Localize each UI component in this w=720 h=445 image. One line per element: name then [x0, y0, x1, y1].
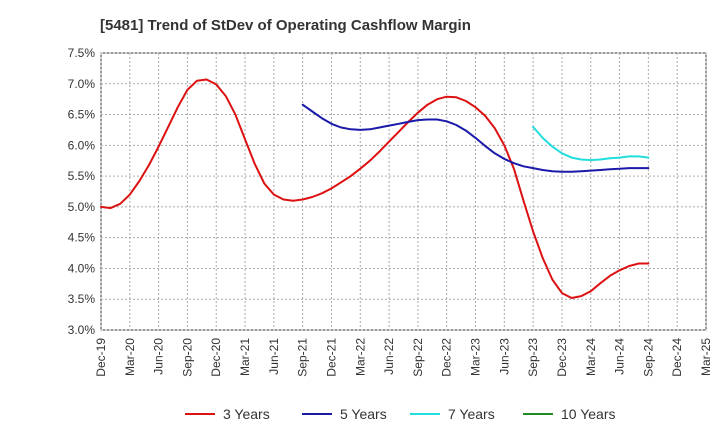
x-tick-label: Dec-19: [94, 338, 108, 377]
x-tick-label: Mar-22: [353, 338, 367, 376]
legend-label: 5 Years: [340, 406, 387, 422]
x-tick-label: Jun-23: [497, 338, 511, 375]
series-line-2: [301, 103, 650, 173]
x-tick-label: Dec-20: [209, 338, 223, 377]
x-tick-label: Mar-24: [584, 338, 598, 376]
legend-label: 7 Years: [448, 406, 495, 422]
x-tick-label: Mar-21: [238, 338, 252, 376]
x-tick-label: Sep-24: [641, 338, 655, 377]
chart-title: [5481] Trend of StDev of Operating Cashf…: [100, 17, 471, 34]
y-tick-label: 7.5%: [68, 46, 96, 60]
y-tick-label: 3.0%: [68, 323, 96, 337]
x-tick-label: Jun-21: [267, 338, 281, 375]
x-tick-label: Jun-22: [382, 338, 396, 375]
x-tick-label: Dec-23: [555, 338, 569, 377]
x-tick-label: Dec-24: [670, 338, 684, 377]
y-tick-label: 5.0%: [68, 200, 96, 214]
x-tick-label: Sep-22: [411, 338, 425, 377]
y-tick-label: 5.5%: [68, 169, 96, 183]
series-line-1: [100, 78, 650, 299]
x-tick-label: Mar-20: [123, 338, 137, 376]
x-tick-label: Dec-21: [324, 338, 338, 377]
y-tick-label: 7.0%: [68, 77, 96, 91]
x-tick-label: Sep-23: [526, 338, 540, 377]
y-tick-label: 6.0%: [68, 138, 96, 152]
x-tick-label: Sep-21: [296, 338, 310, 377]
x-tick-label: Mar-25: [699, 338, 713, 376]
legend-label: 3 Years: [223, 406, 270, 422]
x-tick-label: Sep-20: [180, 338, 194, 377]
plot-area: [100, 52, 707, 331]
y-tick-label: 3.5%: [68, 292, 96, 306]
x-tick-label: Mar-23: [469, 338, 483, 376]
y-tick-label: 4.5%: [68, 231, 96, 245]
series-line-3: [532, 125, 650, 162]
y-tick-label: 4.0%: [68, 261, 96, 275]
y-tick-label: 6.5%: [68, 108, 96, 122]
x-tick-label: Jun-24: [613, 338, 627, 375]
x-tick-label: Dec-22: [440, 338, 454, 377]
x-tick-label: Jun-20: [152, 338, 166, 375]
legend-label: 10 Years: [561, 406, 616, 422]
